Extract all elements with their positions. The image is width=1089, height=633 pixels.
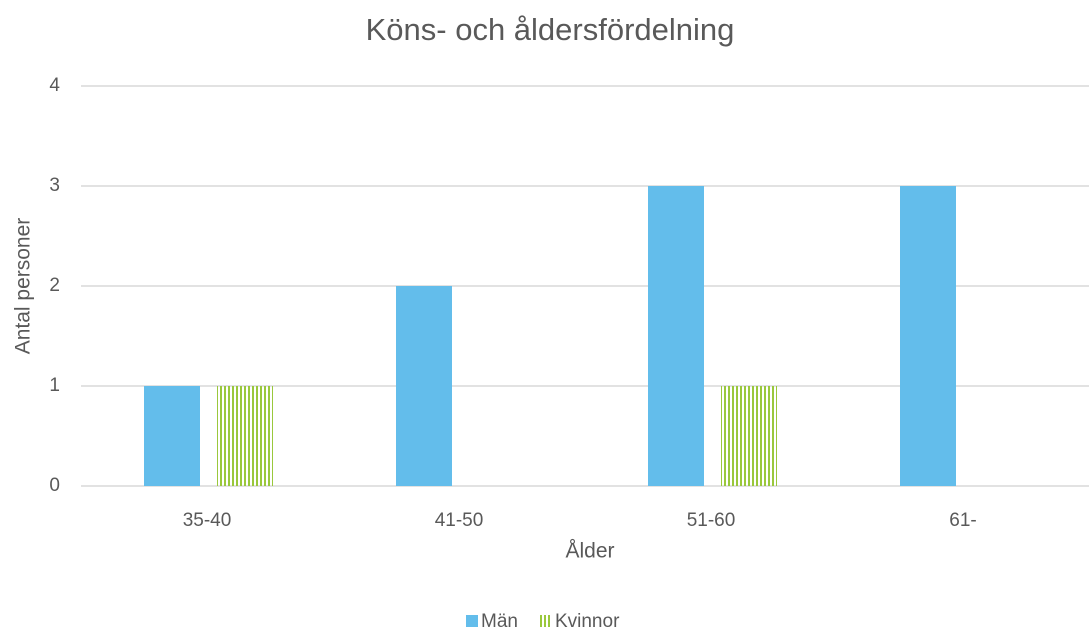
bar [396,286,452,486]
y-tick-label: 0 [49,475,60,496]
legend-label: Kvinnor [555,611,620,632]
legend-label: Män [481,611,518,632]
y-tick-label: 3 [49,175,60,196]
y-tick-label: 1 [49,375,60,396]
x-axis-title: Ålder [565,540,614,563]
legend-swatch [466,615,478,627]
x-tick-label: 51-60 [687,510,736,531]
x-tick-label: 41-50 [435,510,484,531]
bar [648,186,704,486]
bar [144,386,200,486]
x-tick-label: 35-40 [183,510,232,531]
y-axis-title: Antal personer [12,218,35,355]
y-tick-label: 4 [49,75,60,96]
y-tick-label: 2 [49,275,60,296]
bar [721,386,777,486]
chart-title: Köns- och åldersfördelning [366,12,735,47]
bar [900,186,956,486]
bar [217,386,273,486]
legend-swatch [539,615,552,627]
x-tick-label: 61- [949,510,976,531]
